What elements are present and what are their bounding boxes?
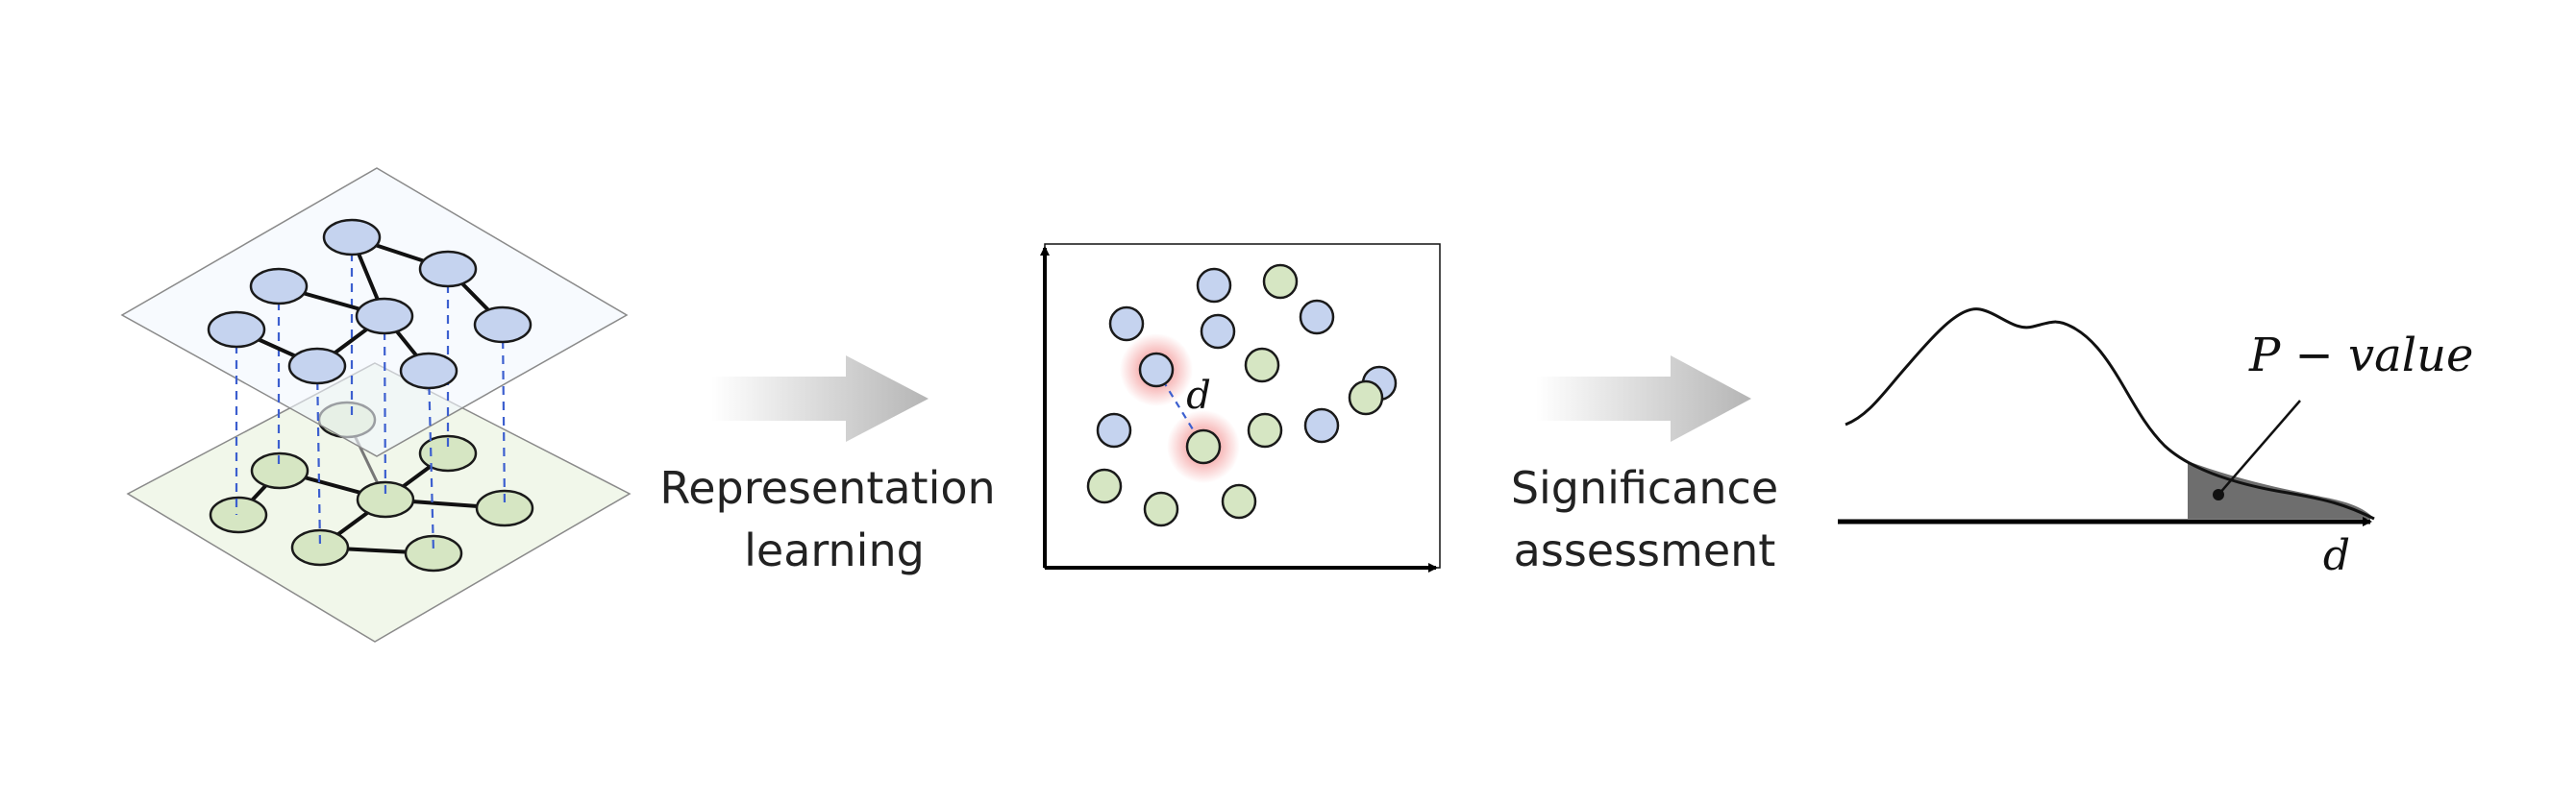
top-node [249, 267, 309, 305]
top-node [355, 297, 414, 335]
tail-area [2188, 461, 2374, 519]
embed-point-green [1348, 379, 1384, 416]
embed-point-blue [1200, 313, 1236, 350]
arrow-shape [1536, 355, 1751, 442]
bottom-node [356, 480, 415, 519]
top-node [322, 218, 382, 256]
pvalue-label: P − value [2248, 329, 2473, 382]
step-2-label-line1: Significance [1511, 462, 1778, 514]
step-2-label-line2: assessment [1514, 524, 1776, 576]
top-node [207, 310, 266, 349]
embed-point-blue [1303, 407, 1340, 444]
embed-point-green [1143, 491, 1179, 527]
bottom-node [250, 451, 310, 490]
arrow-shape [711, 355, 929, 442]
top-node [399, 352, 458, 390]
embed-point-blue [1108, 305, 1145, 342]
pvalue-pointer-dot [2213, 489, 2224, 500]
embed-point-green [1221, 483, 1257, 520]
top-node [473, 305, 533, 344]
embed-point-blue-highlight [1138, 352, 1175, 388]
density-curve [1845, 307, 2375, 521]
embed-point-green [1086, 468, 1123, 504]
step-arrow-2: Significance assessment [1511, 355, 1778, 576]
step-1-label-line1: Representation [659, 462, 995, 514]
embed-point-green [1244, 347, 1280, 383]
distance-label: d [1186, 374, 1211, 418]
embedding-points [1086, 263, 1398, 527]
embedding-space: d [1040, 243, 1441, 573]
multilayer-network [120, 167, 632, 643]
step-arrow-1: Representation learning [659, 355, 996, 576]
bottom-node [475, 489, 534, 527]
bottom-node [418, 434, 478, 473]
pvalue-pointer [2217, 400, 2301, 496]
null-distribution: P − value d [1838, 307, 2473, 580]
top-node [287, 347, 347, 385]
embed-point-blue [1196, 267, 1232, 304]
bottom-node [404, 534, 463, 573]
embed-point-green-highlight [1185, 428, 1222, 465]
top-layer-nodes [207, 218, 533, 390]
distance-axis-label: d [2323, 531, 2350, 580]
embed-point-blue [1299, 299, 1335, 335]
top-node [418, 250, 478, 288]
embed-point-blue [1096, 412, 1132, 449]
bottom-node [209, 496, 268, 534]
embed-point-green [1262, 263, 1299, 300]
step-1-label-line2: learning [744, 524, 925, 576]
embed-point-green [1247, 412, 1283, 449]
bottom-node [290, 528, 350, 567]
